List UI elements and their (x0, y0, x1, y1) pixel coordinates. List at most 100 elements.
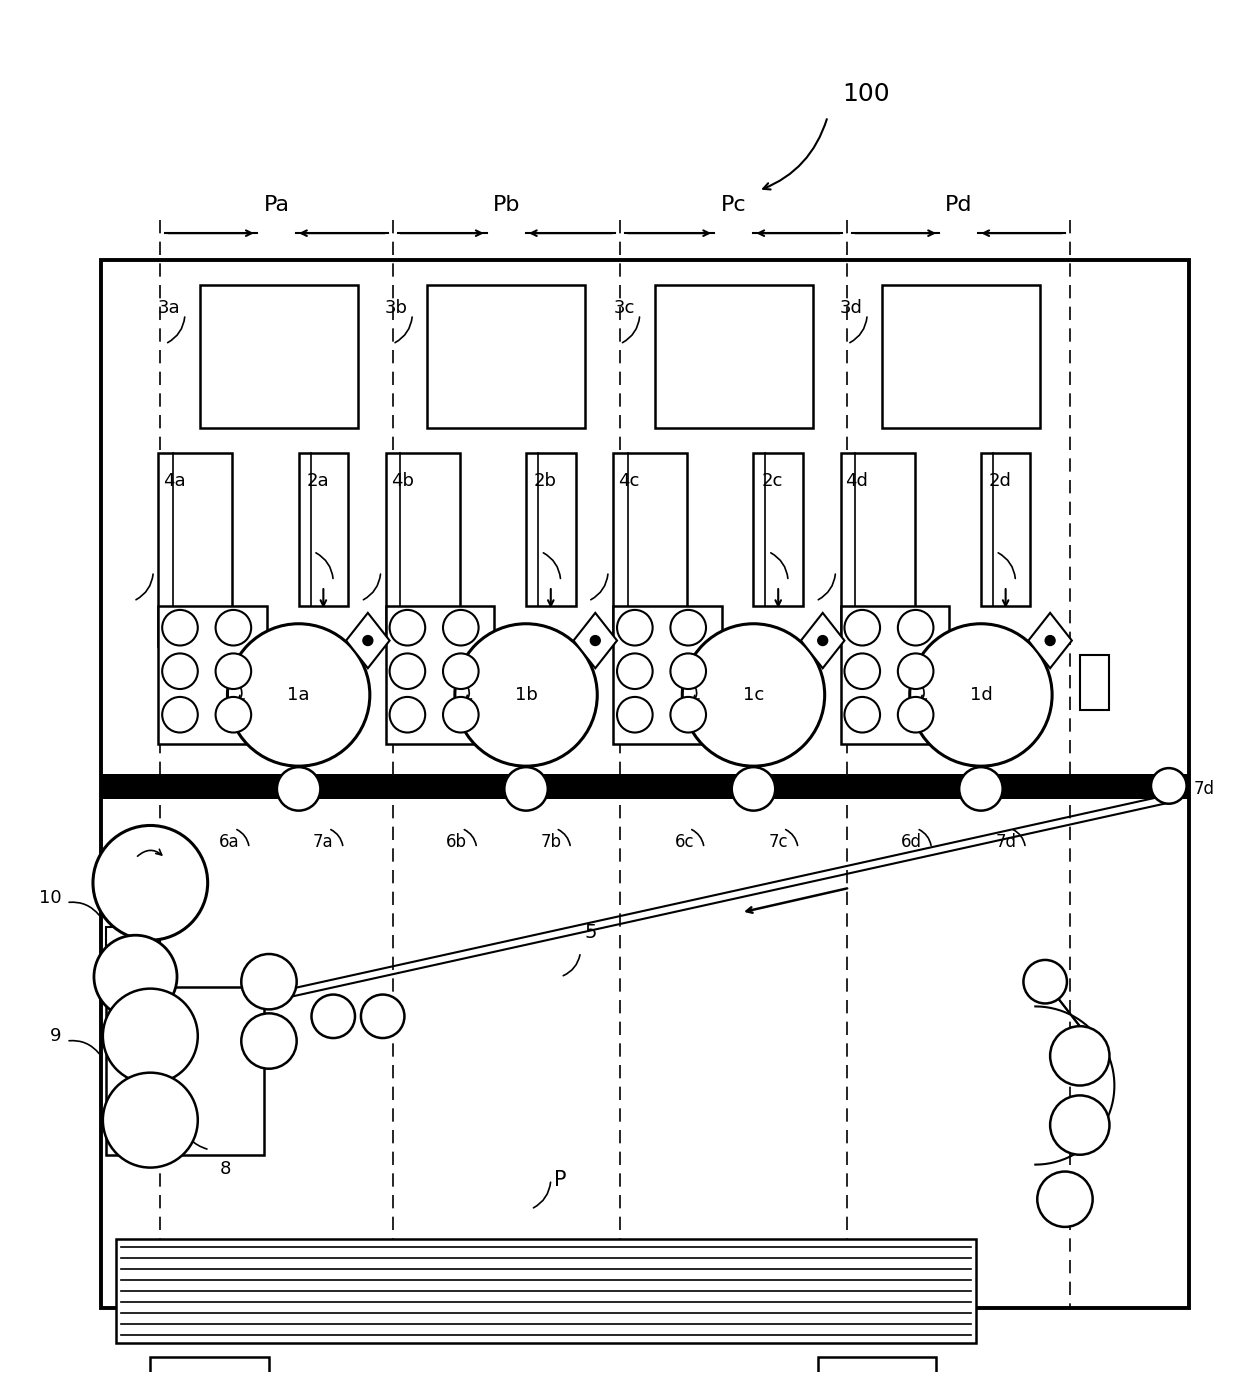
Circle shape (363, 636, 373, 646)
Bar (398, 656, 428, 709)
Text: 100: 100 (842, 81, 890, 106)
Polygon shape (346, 613, 389, 668)
Bar (299, 453, 348, 606)
Text: 7a: 7a (312, 834, 334, 851)
Text: 4b: 4b (391, 472, 414, 490)
Bar (159, 453, 232, 646)
Text: 8: 8 (219, 1159, 231, 1177)
Text: 3b: 3b (384, 299, 408, 317)
Bar (159, 606, 267, 744)
Circle shape (103, 1072, 198, 1167)
Circle shape (898, 697, 934, 733)
Circle shape (910, 624, 1052, 766)
Circle shape (505, 767, 548, 810)
Circle shape (93, 825, 207, 940)
Circle shape (103, 988, 198, 1083)
Bar (100, 259, 1189, 1308)
Bar (150, 1358, 269, 1380)
Circle shape (590, 636, 600, 646)
Circle shape (671, 697, 706, 733)
Bar (100, 774, 1189, 799)
Circle shape (242, 954, 296, 1009)
Circle shape (898, 653, 934, 689)
Text: 2c: 2c (761, 472, 782, 490)
Circle shape (1023, 960, 1066, 1003)
Circle shape (844, 697, 880, 733)
Bar (981, 453, 1030, 606)
Circle shape (618, 697, 652, 733)
Bar (1080, 656, 1110, 709)
Text: 7b: 7b (541, 834, 562, 851)
Bar (200, 284, 358, 428)
Text: Pd: Pd (945, 196, 972, 215)
Polygon shape (1028, 613, 1071, 668)
Bar (625, 656, 655, 709)
Circle shape (389, 610, 425, 646)
Circle shape (227, 624, 370, 766)
Circle shape (618, 653, 652, 689)
Circle shape (361, 995, 404, 1038)
Circle shape (1151, 769, 1187, 803)
Polygon shape (801, 613, 844, 668)
Text: Pc: Pc (720, 196, 746, 215)
Bar (105, 987, 264, 1155)
Text: Pa: Pa (263, 196, 289, 215)
Text: P: P (554, 1170, 567, 1190)
Text: 4d: 4d (846, 472, 868, 490)
Circle shape (94, 936, 177, 1018)
Circle shape (1038, 1172, 1092, 1227)
Circle shape (817, 636, 827, 646)
Bar (841, 606, 950, 744)
FancyArrowPatch shape (1182, 787, 1189, 788)
Text: 5: 5 (584, 923, 596, 943)
Text: 2a: 2a (306, 472, 329, 490)
Bar (386, 453, 460, 646)
Bar (817, 1358, 936, 1380)
Circle shape (277, 767, 320, 810)
Bar (386, 606, 495, 744)
Circle shape (898, 610, 934, 646)
Text: 3a: 3a (157, 299, 180, 317)
Circle shape (1045, 636, 1055, 646)
Bar (882, 284, 1040, 428)
Circle shape (311, 995, 355, 1038)
Circle shape (242, 1013, 296, 1068)
Bar (428, 284, 585, 428)
Text: 1a: 1a (288, 686, 310, 704)
Text: 9: 9 (50, 1027, 61, 1045)
Circle shape (455, 624, 598, 766)
Text: 1b: 1b (515, 686, 537, 704)
Text: 6a: 6a (219, 834, 239, 851)
Bar (613, 606, 722, 744)
Text: 6c: 6c (675, 834, 694, 851)
Circle shape (671, 610, 706, 646)
Circle shape (443, 653, 479, 689)
Text: 7c: 7c (769, 834, 789, 851)
Text: 3c: 3c (614, 299, 635, 317)
Text: 4a: 4a (164, 472, 186, 490)
Circle shape (162, 653, 198, 689)
Circle shape (162, 697, 198, 733)
Circle shape (844, 610, 880, 646)
Bar (105, 927, 160, 967)
Text: 10: 10 (38, 889, 61, 907)
Text: Pb: Pb (492, 196, 520, 215)
Bar (526, 453, 575, 606)
Bar (852, 656, 882, 709)
Bar (841, 453, 915, 646)
Text: 4c: 4c (618, 472, 640, 490)
Circle shape (618, 610, 652, 646)
Bar (613, 453, 687, 646)
Circle shape (443, 610, 479, 646)
Text: 1c: 1c (743, 686, 764, 704)
Circle shape (844, 653, 880, 689)
FancyArrowPatch shape (763, 119, 827, 189)
Circle shape (443, 697, 479, 733)
Text: 6b: 6b (446, 834, 467, 851)
Text: 6d: 6d (901, 834, 923, 851)
Polygon shape (574, 613, 618, 668)
Text: 1d: 1d (970, 686, 992, 704)
Bar (115, 1239, 976, 1343)
Circle shape (682, 624, 825, 766)
Circle shape (216, 697, 252, 733)
